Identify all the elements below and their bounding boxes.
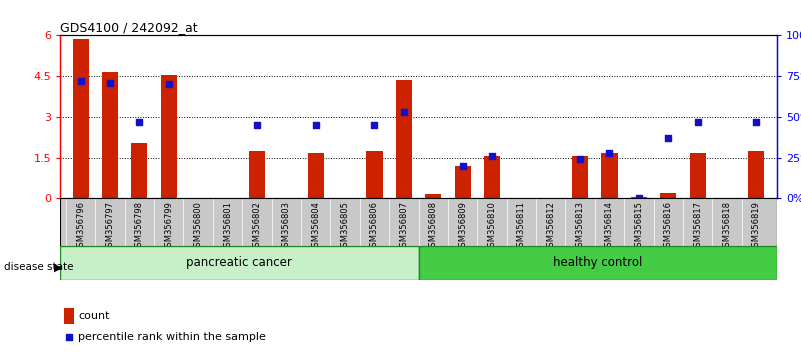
Text: disease state: disease state bbox=[4, 262, 74, 272]
Text: GSM356797: GSM356797 bbox=[106, 201, 115, 252]
Bar bbox=[396, 80, 412, 198]
Text: GSM356815: GSM356815 bbox=[634, 201, 643, 251]
Bar bbox=[249, 151, 265, 198]
Text: GSM356802: GSM356802 bbox=[252, 201, 261, 251]
Bar bbox=[60, 246, 418, 280]
Text: GSM356819: GSM356819 bbox=[752, 201, 761, 251]
Bar bbox=[73, 40, 89, 198]
Text: GSM356798: GSM356798 bbox=[135, 201, 144, 252]
Point bbox=[397, 109, 410, 115]
Text: GSM356799: GSM356799 bbox=[164, 201, 173, 251]
Point bbox=[163, 81, 175, 87]
Point bbox=[662, 135, 674, 141]
Bar bbox=[366, 151, 383, 198]
Bar bbox=[602, 154, 618, 198]
Text: GSM356801: GSM356801 bbox=[223, 201, 232, 251]
Text: GSM356810: GSM356810 bbox=[488, 201, 497, 251]
Bar bbox=[161, 75, 177, 198]
Text: percentile rank within the sample: percentile rank within the sample bbox=[78, 332, 266, 342]
Bar bbox=[631, 197, 647, 198]
Text: GDS4100 / 242092_at: GDS4100 / 242092_at bbox=[60, 21, 198, 34]
Text: GSM356818: GSM356818 bbox=[723, 201, 731, 252]
Text: GSM356809: GSM356809 bbox=[458, 201, 467, 251]
Text: GSM356803: GSM356803 bbox=[282, 201, 291, 252]
Point bbox=[603, 150, 616, 155]
Bar bbox=[660, 193, 676, 198]
Bar bbox=[748, 151, 764, 198]
Bar bbox=[64, 308, 74, 324]
Text: healthy control: healthy control bbox=[553, 256, 642, 269]
Point bbox=[62, 334, 75, 339]
Point bbox=[691, 119, 704, 125]
Point bbox=[133, 119, 146, 125]
Text: GSM356805: GSM356805 bbox=[340, 201, 349, 251]
Bar bbox=[419, 246, 777, 280]
Point bbox=[103, 80, 116, 85]
Point bbox=[750, 119, 763, 125]
Text: GSM356814: GSM356814 bbox=[605, 201, 614, 251]
Bar bbox=[484, 156, 500, 198]
Bar bbox=[425, 194, 441, 198]
Text: GSM356808: GSM356808 bbox=[429, 201, 437, 252]
Text: ▶: ▶ bbox=[54, 262, 62, 272]
Point bbox=[457, 163, 469, 169]
Text: GSM356812: GSM356812 bbox=[546, 201, 555, 251]
Text: GSM356813: GSM356813 bbox=[576, 201, 585, 252]
Point bbox=[74, 78, 87, 84]
Point bbox=[368, 122, 380, 128]
Text: count: count bbox=[78, 311, 110, 321]
Bar bbox=[572, 156, 588, 198]
Text: GSM356807: GSM356807 bbox=[400, 201, 409, 252]
Point bbox=[574, 156, 586, 162]
Point bbox=[633, 195, 646, 201]
Point bbox=[251, 122, 264, 128]
Text: GSM356811: GSM356811 bbox=[517, 201, 525, 251]
Text: GSM356796: GSM356796 bbox=[76, 201, 85, 252]
Bar bbox=[102, 72, 118, 198]
Text: GSM356816: GSM356816 bbox=[664, 201, 673, 252]
Text: GSM356804: GSM356804 bbox=[312, 201, 320, 251]
Point bbox=[309, 122, 322, 128]
Bar bbox=[690, 154, 706, 198]
Text: GSM356817: GSM356817 bbox=[693, 201, 702, 252]
Bar bbox=[131, 143, 147, 198]
Bar bbox=[308, 154, 324, 198]
Text: pancreatic cancer: pancreatic cancer bbox=[187, 256, 292, 269]
Point bbox=[485, 153, 498, 159]
Text: GSM356806: GSM356806 bbox=[370, 201, 379, 252]
Bar bbox=[454, 166, 471, 198]
Text: GSM356800: GSM356800 bbox=[194, 201, 203, 251]
